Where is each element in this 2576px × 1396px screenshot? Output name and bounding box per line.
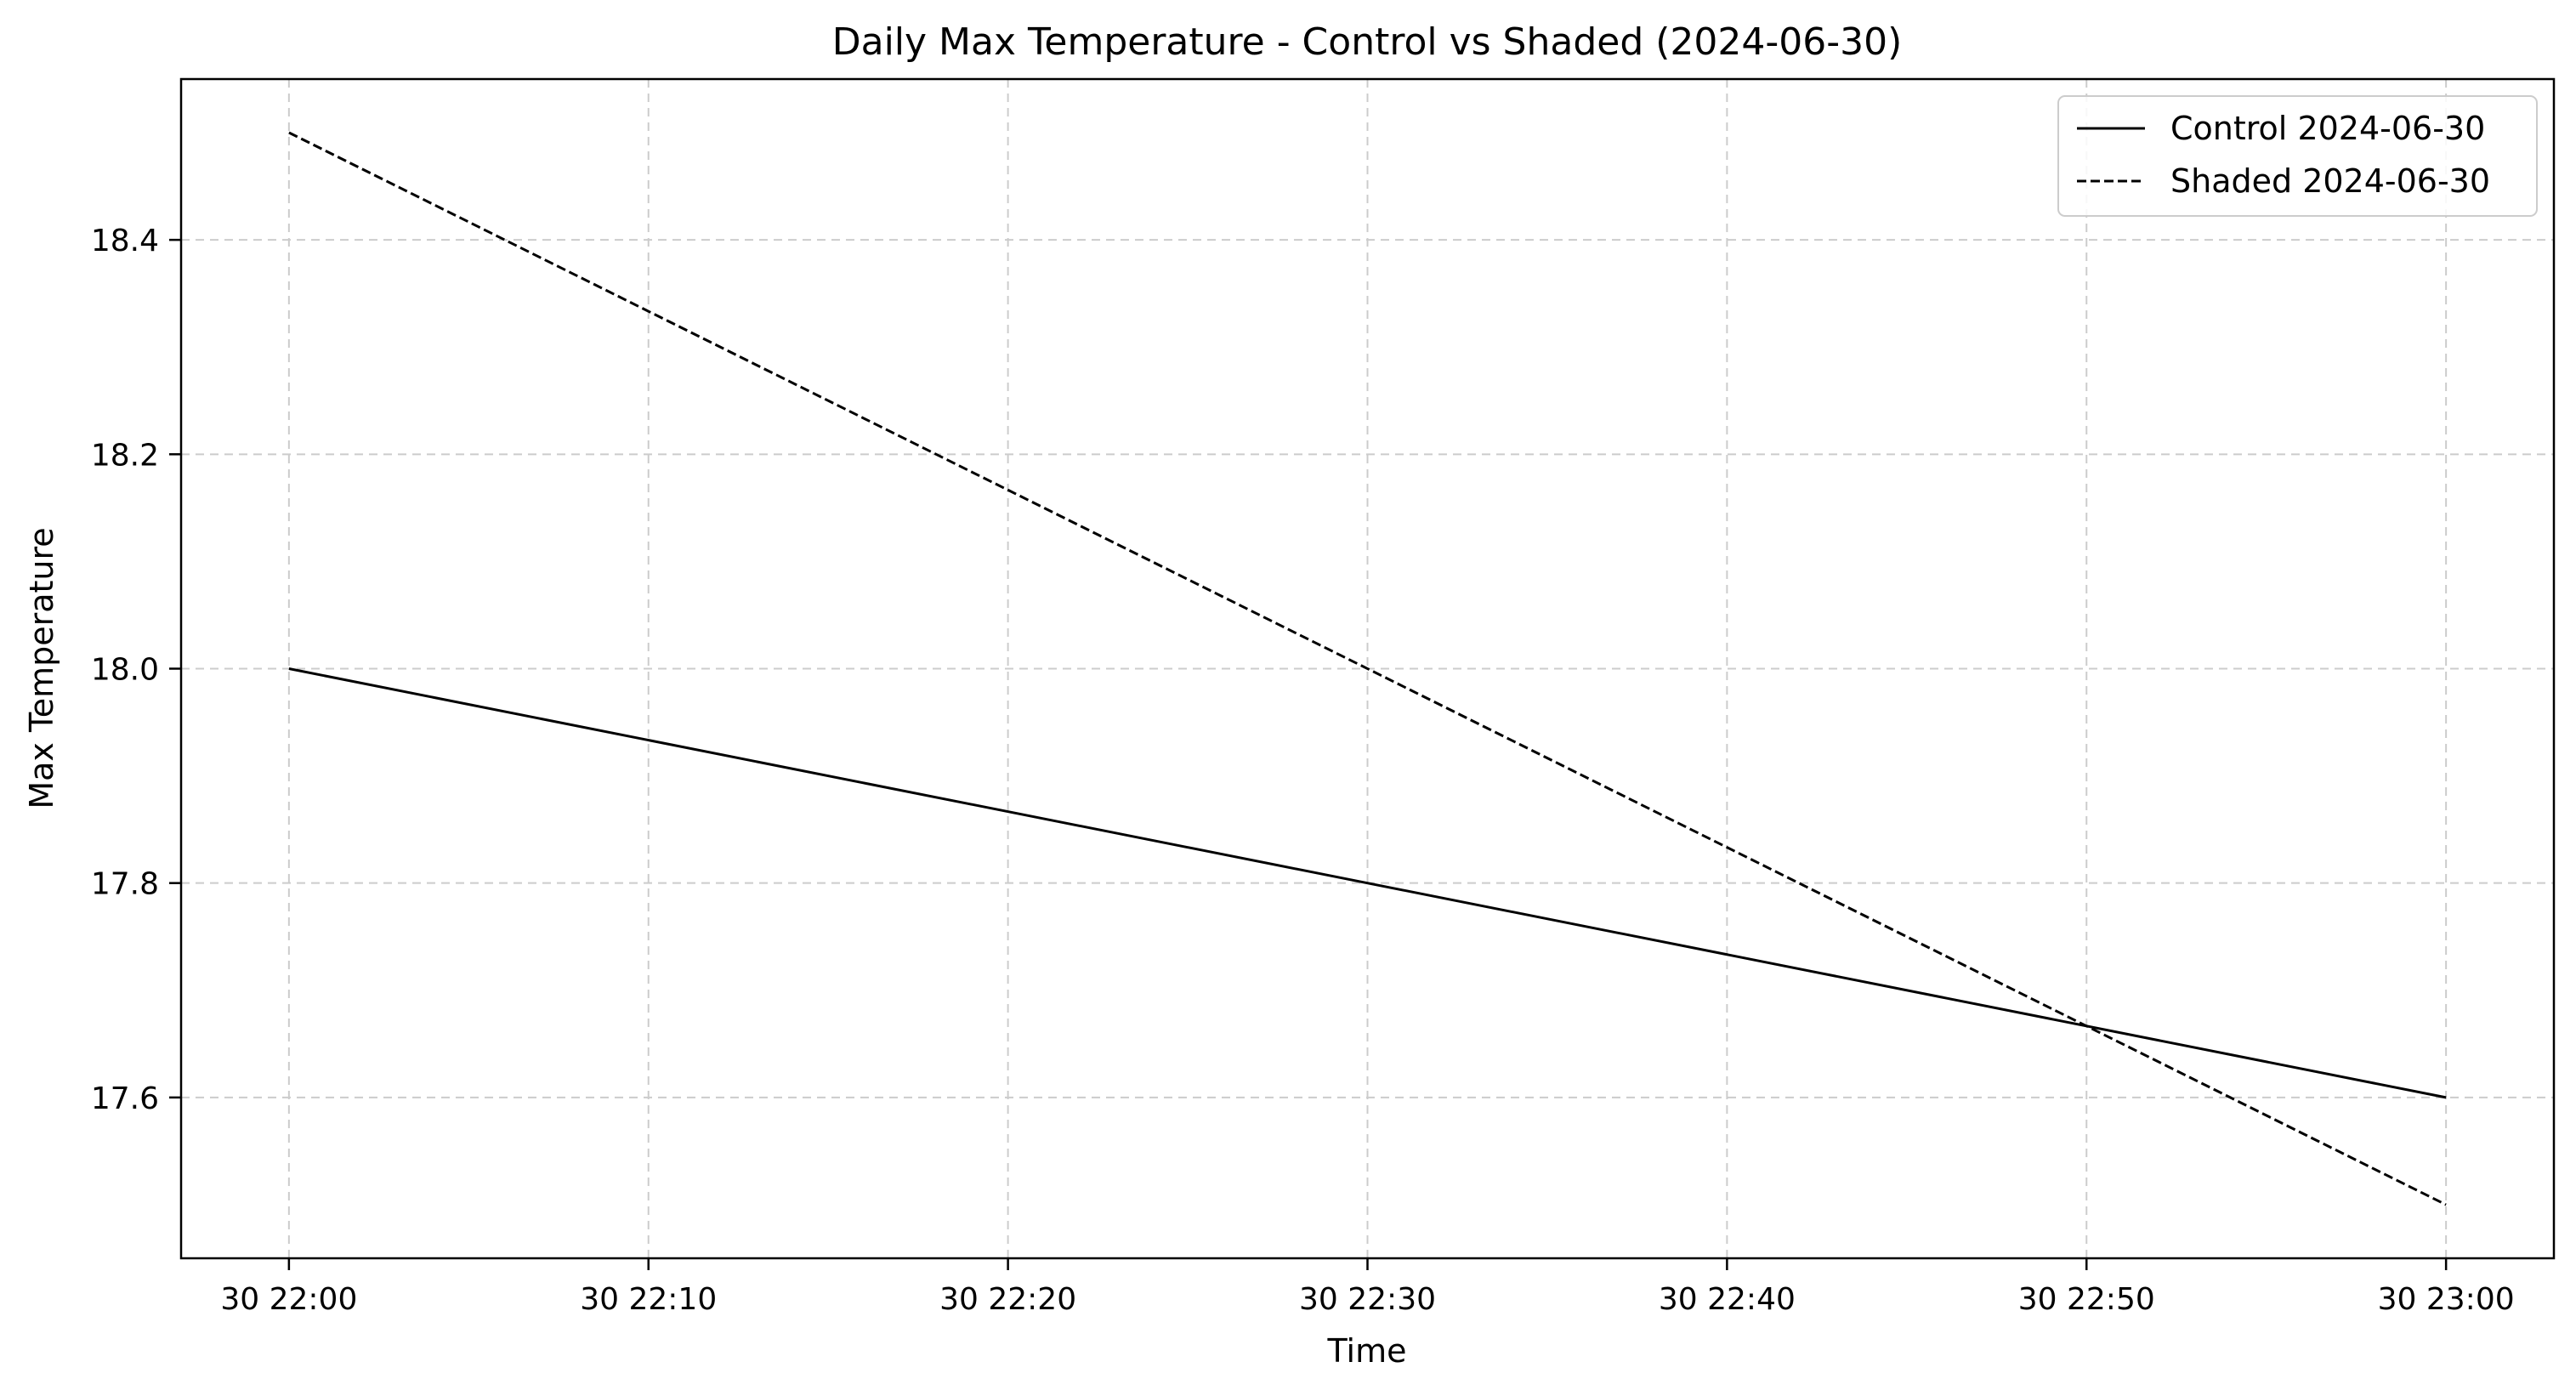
y-tick-label: 18.0	[91, 653, 159, 688]
x-tick-label: 30 22:30	[1299, 1282, 1436, 1317]
y-axis-label: Max Temperature	[23, 527, 60, 809]
legend-box	[2057, 95, 2538, 217]
series-lines	[288, 131, 2447, 1206]
x-tick-label: 30 22:40	[1659, 1282, 1796, 1317]
chart-title: Daily Max Temperature - Control vs Shade…	[832, 20, 1903, 64]
y-tick-label: 17.6	[91, 1081, 159, 1116]
legend-label: Control 2024-06-30	[2170, 110, 2485, 147]
y-tick-label: 17.8	[91, 867, 159, 902]
series-line-dashed	[288, 131, 2447, 1206]
axis-ticks: 30 22:00 30 22:10 30 22:20 30 22:30 30 22:40…	[91, 224, 2515, 1317]
legend-label: Shaded 2024-06-30	[2170, 162, 2490, 200]
x-tick-label: 30 23:00	[2378, 1282, 2515, 1317]
x-tick-label: 30 22:10	[580, 1282, 717, 1317]
y-tick-label: 18.2	[91, 438, 159, 473]
x-tick-label: 30 22:20	[939, 1282, 1076, 1317]
x-tick-label: 30 22:00	[220, 1282, 357, 1317]
y-tick-label: 18.4	[91, 224, 159, 258]
x-axis-label: Time	[1327, 1332, 1407, 1370]
x-tick-label: 30 22:50	[2018, 1282, 2155, 1317]
legend: Control 2024-06-30 Shaded 2024-06-30	[2057, 95, 2538, 217]
